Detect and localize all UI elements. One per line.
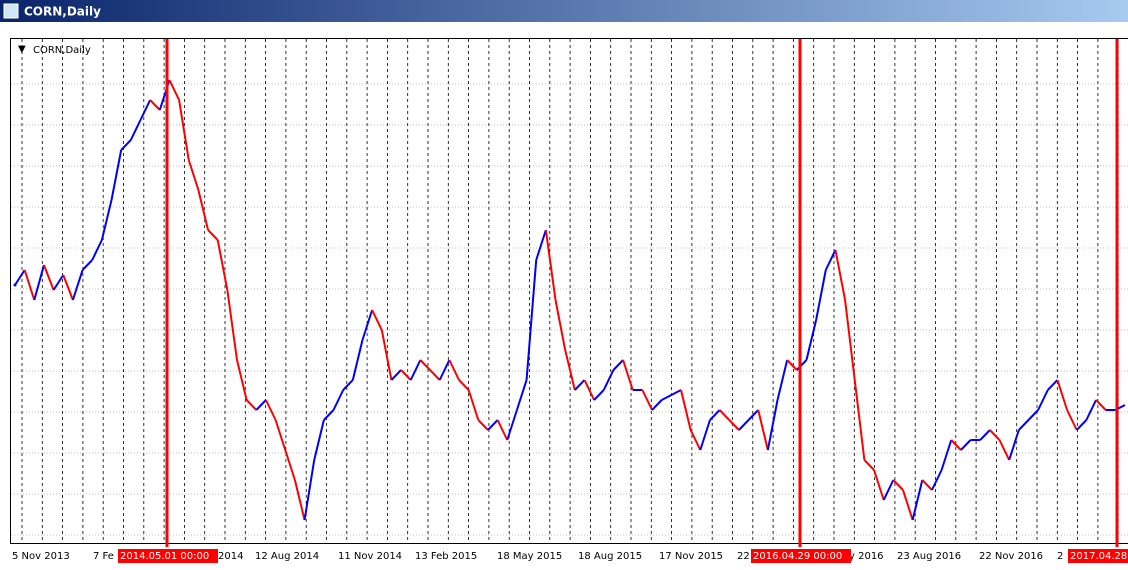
plot-frame — [11, 39, 1128, 544]
x-tick-label: 18 Aug 2015 — [578, 551, 642, 562]
marker-label: 2016.04.29 00:00 — [753, 551, 842, 562]
x-tick-label: 2 — [1057, 551, 1063, 562]
chart-label: CORN,Daily — [33, 45, 91, 56]
title-bar[interactable] — [0, 0, 1128, 22]
marker-label: 2014.05.01 00:00 — [120, 551, 209, 562]
window-icon — [4, 4, 18, 18]
menu-arrow[interactable]: ▼ — [18, 44, 26, 55]
x-tick-label: 23 Aug 2016 — [897, 551, 961, 562]
x-tick-label: 12 Aug 2014 — [255, 551, 319, 562]
x-tick-label: 13 Feb 2015 — [415, 551, 477, 562]
x-tick-label: 5 Nov 2013 — [12, 551, 70, 562]
x-tick-label: 11 Nov 2014 — [338, 551, 402, 562]
window-title: CORN,Daily — [24, 5, 101, 19]
x-tick-label: 18 May 2015 — [497, 551, 562, 562]
x-tick-label: 2014 — [218, 551, 243, 562]
x-tick-label: 22 — [737, 551, 750, 562]
x-tick-label: y 2016 — [849, 551, 884, 562]
x-tick-label: 22 Nov 2016 — [979, 551, 1043, 562]
x-tick-label: 17 Nov 2015 — [659, 551, 723, 562]
x-tick-label: 7 Fe — [93, 551, 114, 562]
marker-label: 2017.04.28 — [1070, 551, 1127, 562]
